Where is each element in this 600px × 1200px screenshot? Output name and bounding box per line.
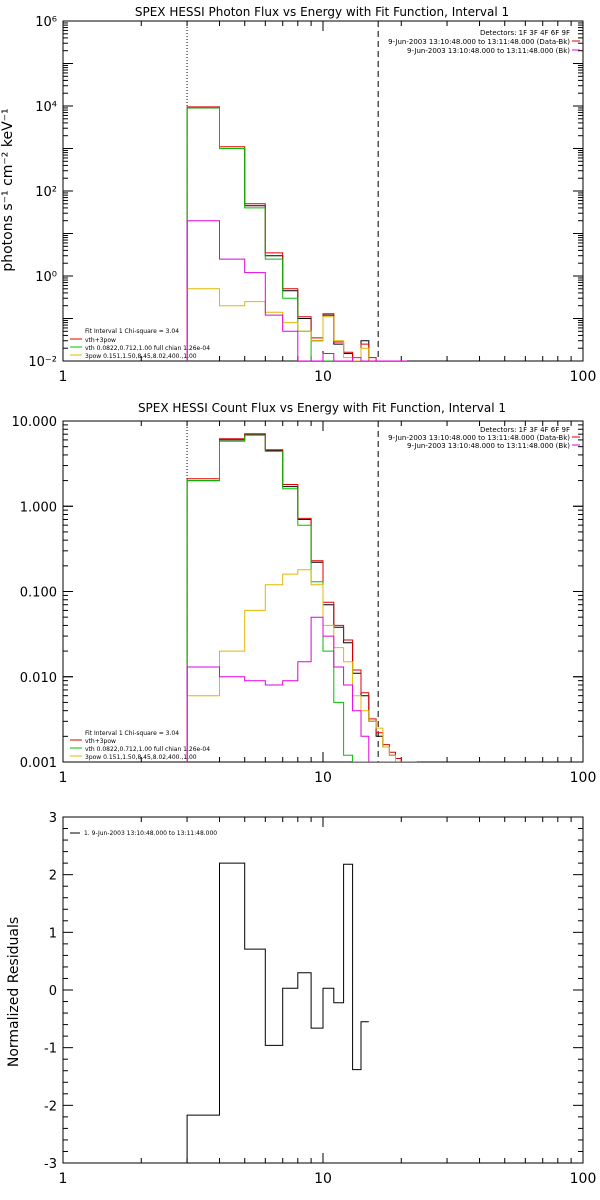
y-tick-label: 0 <box>49 984 57 999</box>
x-tick-label: 10 <box>314 770 332 786</box>
fit-info-line: Fit Interval 1 Chi-square = 3.04 <box>85 730 179 737</box>
y-tick-label: -1 <box>44 1042 57 1057</box>
series-data <box>186 433 417 762</box>
fit-info-line: vth+3pow <box>85 738 116 745</box>
fit-text: vth+3pow <box>85 738 116 745</box>
header-text: 9-Jun-2003 13:10:48.000 to 13:11:48.000 … <box>388 38 570 46</box>
fit-info-line: Fit Interval 1 Chi-square = 3.04 <box>85 328 179 335</box>
header-text: 9-Jun-2003 13:10:48.000 to 13:11:48.000 … <box>407 47 570 55</box>
series-vth <box>186 434 417 762</box>
photon-flux-panel: SPEX HESSI Photon Flux vs Energy with Fi… <box>0 5 596 385</box>
fit-info-line: vth 0.0822,0.712,1.00 full chian 1.26e-0… <box>85 746 210 753</box>
y-tick-label: 10⁶ <box>35 15 57 30</box>
fit-text: vth 0.0822,0.712,1.00 full chian 1.26e-0… <box>85 746 210 753</box>
series-vth-3pow <box>186 106 407 361</box>
x-tick-label: 10 <box>314 1171 332 1187</box>
fit-text: vth 0.0822,0.712,1.00 full chian 1.26e-0… <box>85 345 210 352</box>
header-text: Detectors: 1F 3F 4F 6F 9F <box>480 426 570 434</box>
data-minus-bk-header-line: 9-Jun-2003 13:10:48.000 to 13:11:48.000 … <box>388 434 570 442</box>
y-tick-label: 0.001 <box>20 756 57 771</box>
residuals-panel: Normalized Residuals 1. 9-Jun-2003 13:10… <box>6 811 596 1187</box>
fit-text: vth+3pow <box>85 337 116 344</box>
y-tick-label: 0.010 <box>20 671 57 686</box>
residuals-legend: 1. 9-Jun-2003 13:10:48.000 to 13:11:48.0… <box>84 830 217 837</box>
fit-text: Fit Interval 1 Chi-square = 3.04 <box>85 328 179 335</box>
y-tick-label: -2 <box>44 1099 57 1114</box>
x-tick-label: 10 <box>314 369 332 385</box>
y-tick-label: 10.000 <box>12 415 58 430</box>
count-flux-panel: SPEX HESSI Count Flux vs Energy with Fit… <box>12 401 597 786</box>
series-3pow <box>186 288 407 361</box>
y-tick-label: 0.100 <box>20 586 57 601</box>
header-text: 9-Jun-2003 13:10:48.000 to 13:11:48.000 … <box>388 434 570 442</box>
series-data <box>186 107 407 361</box>
y-tick-label: 10⁴ <box>35 100 57 115</box>
series-3pow <box>186 569 417 762</box>
series-background <box>186 220 407 361</box>
y-tick-label: 1 <box>49 926 57 941</box>
x-tick-label: 100 <box>570 770 597 786</box>
plot-frame <box>62 20 584 362</box>
series-background <box>186 616 417 762</box>
fit-text: Fit Interval 1 Chi-square = 3.04 <box>85 730 179 737</box>
data-minus-bk-header-line: 9-Jun-2003 13:10:48.000 to 13:11:48.000 … <box>388 38 570 46</box>
y-tick-label: -3 <box>44 1157 57 1172</box>
bk-header-line: 9-Jun-2003 13:10:48.000 to 13:11:48.000 … <box>407 47 570 55</box>
header-text: Detectors: 1F 3F 4F 6F 9F <box>480 29 570 37</box>
series-vth-3pow <box>186 433 417 762</box>
legend-text: 1. 9-Jun-2003 13:10:48.000 to 13:11:48.0… <box>84 830 217 837</box>
x-tick-label: 100 <box>570 1171 597 1187</box>
y-tick-label: 10² <box>35 185 57 200</box>
y-tick-label: 2 <box>49 869 57 884</box>
y-tick-label: 10⁻² <box>28 355 57 370</box>
series-vth <box>186 107 407 361</box>
series-1-9-jun-2003-13-10-48-000-to-13-11-48-000 <box>186 862 369 1163</box>
photon-flux-title: SPEX HESSI Photon Flux vs Energy with Fi… <box>135 5 509 19</box>
fit-info-line: vth+3pow <box>85 337 116 344</box>
detector-header-line: Detectors: 1F 3F 4F 6F 9F <box>480 29 570 37</box>
header-text: 9-Jun-2003 13:10:48.000 to 13:11:48.000 … <box>407 442 570 450</box>
y-tick-label: 3 <box>49 811 57 826</box>
x-tick-label: 1 <box>59 369 68 385</box>
photon-flux-y-axis-label: photons s⁻¹ cm⁻² keV⁻¹ <box>0 108 16 271</box>
y-tick-label: 10⁰ <box>35 270 57 285</box>
fit-info-line: vth 0.0822,0.712,1.00 full chian 1.26e-0… <box>85 345 210 352</box>
x-tick-label: 100 <box>570 369 597 385</box>
x-tick-label: 1 <box>59 770 68 786</box>
bk-header-line: 9-Jun-2003 13:10:48.000 to 13:11:48.000 … <box>407 442 570 450</box>
x-tick-label: 1 <box>59 1171 68 1187</box>
y-tick-label: 1.000 <box>20 500 57 515</box>
residuals-y-axis-label: Normalized Residuals <box>6 917 22 1067</box>
detector-header-line: Detectors: 1F 3F 4F 6F 9F <box>480 426 570 434</box>
count-flux-title: SPEX HESSI Count Flux vs Energy with Fit… <box>138 401 506 415</box>
